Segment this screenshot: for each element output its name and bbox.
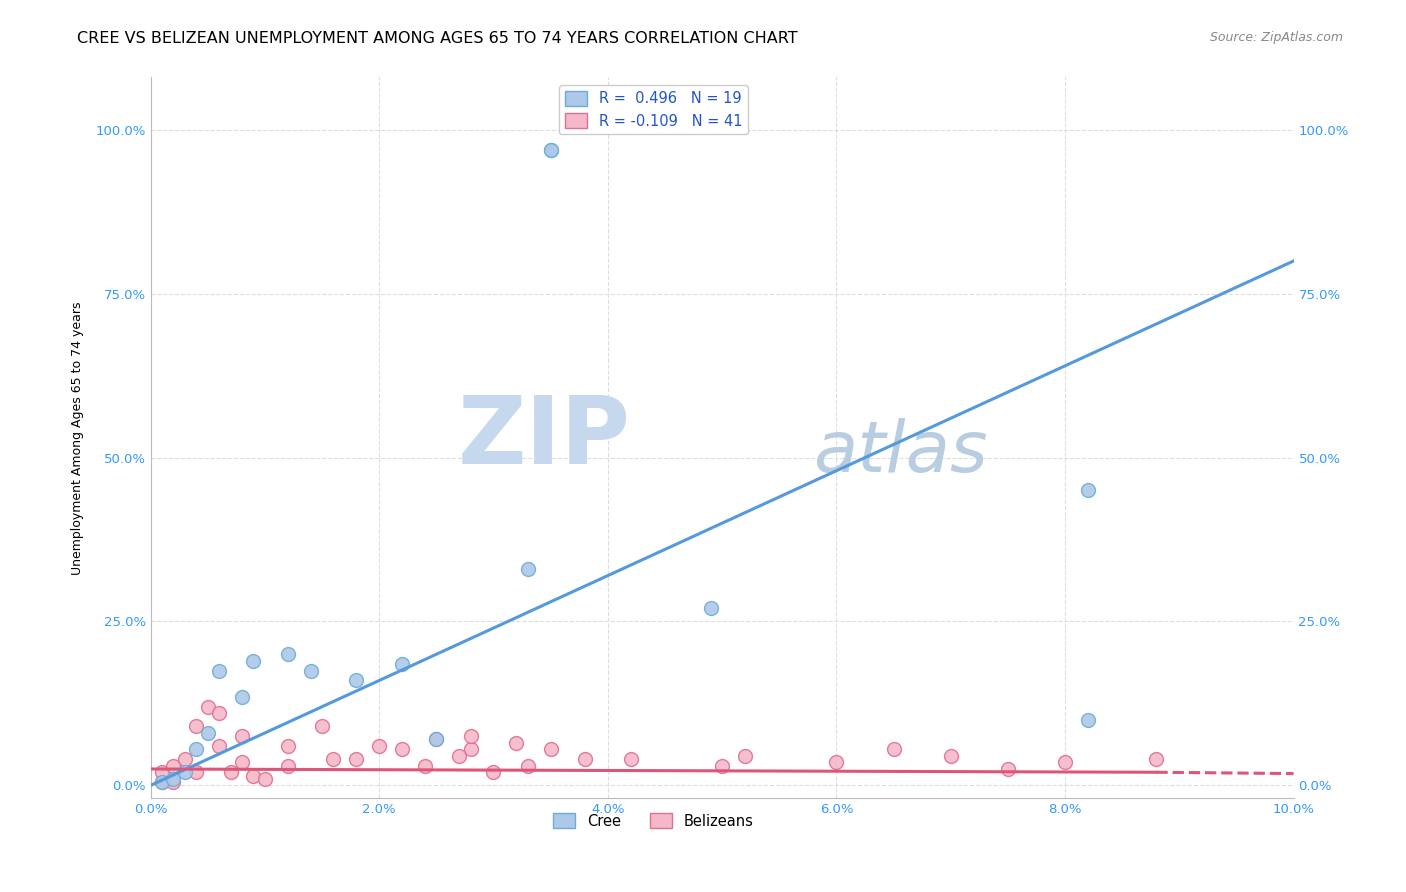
Point xyxy=(186,719,208,733)
Text: CREE VS BELIZEAN UNEMPLOYMENT AMONG AGES 65 TO 74 YEARS CORRELATION CHART: CREE VS BELIZEAN UNEMPLOYMENT AMONG AGES… xyxy=(77,31,799,46)
Point xyxy=(277,758,299,772)
Point xyxy=(344,673,367,688)
Point xyxy=(699,601,721,615)
Y-axis label: Unemployment Among Ages 65 to 74 years: Unemployment Among Ages 65 to 74 years xyxy=(72,301,84,574)
Point xyxy=(939,748,962,763)
Point xyxy=(883,742,905,756)
Point xyxy=(460,742,482,756)
Point xyxy=(162,772,184,786)
Point xyxy=(299,664,322,678)
Point xyxy=(1077,713,1099,727)
Point xyxy=(150,765,173,780)
Point xyxy=(1053,756,1076,770)
Point xyxy=(197,726,219,740)
Point xyxy=(540,143,562,157)
Point xyxy=(540,143,562,157)
Point xyxy=(219,765,242,780)
Point xyxy=(391,742,413,756)
Point xyxy=(150,775,173,789)
Point xyxy=(208,706,231,721)
Point xyxy=(711,758,734,772)
Point xyxy=(825,756,848,770)
Point xyxy=(540,742,562,756)
Text: ZIP: ZIP xyxy=(458,392,631,484)
Point xyxy=(574,752,596,766)
Point xyxy=(344,752,367,766)
Point xyxy=(311,719,333,733)
Point xyxy=(242,654,264,668)
Point xyxy=(162,775,184,789)
Point xyxy=(150,775,173,789)
Text: atlas: atlas xyxy=(814,417,988,487)
Point xyxy=(1144,752,1167,766)
Point xyxy=(208,739,231,753)
Point xyxy=(162,758,184,772)
Point xyxy=(449,748,471,763)
Point xyxy=(186,742,208,756)
Point xyxy=(173,752,195,766)
Point xyxy=(620,752,643,766)
Point xyxy=(231,690,253,704)
Point xyxy=(322,752,344,766)
Legend: Cree, Belizeans: Cree, Belizeans xyxy=(547,807,759,834)
Point xyxy=(997,762,1019,776)
Point xyxy=(482,765,505,780)
Point xyxy=(231,729,253,743)
Point xyxy=(208,664,231,678)
Point xyxy=(242,768,264,782)
Point xyxy=(413,758,436,772)
Point xyxy=(277,739,299,753)
Point xyxy=(186,765,208,780)
Point xyxy=(460,729,482,743)
Point xyxy=(1077,483,1099,498)
Point xyxy=(197,699,219,714)
Point xyxy=(425,732,447,747)
Point xyxy=(425,732,447,747)
Point xyxy=(734,748,756,763)
Point xyxy=(368,739,391,753)
Point xyxy=(173,765,195,780)
Point xyxy=(516,758,538,772)
Point xyxy=(277,647,299,661)
Point xyxy=(231,756,253,770)
Text: Source: ZipAtlas.com: Source: ZipAtlas.com xyxy=(1209,31,1343,45)
Point xyxy=(505,736,527,750)
Point xyxy=(391,657,413,672)
Point xyxy=(253,772,276,786)
Point xyxy=(516,562,538,576)
